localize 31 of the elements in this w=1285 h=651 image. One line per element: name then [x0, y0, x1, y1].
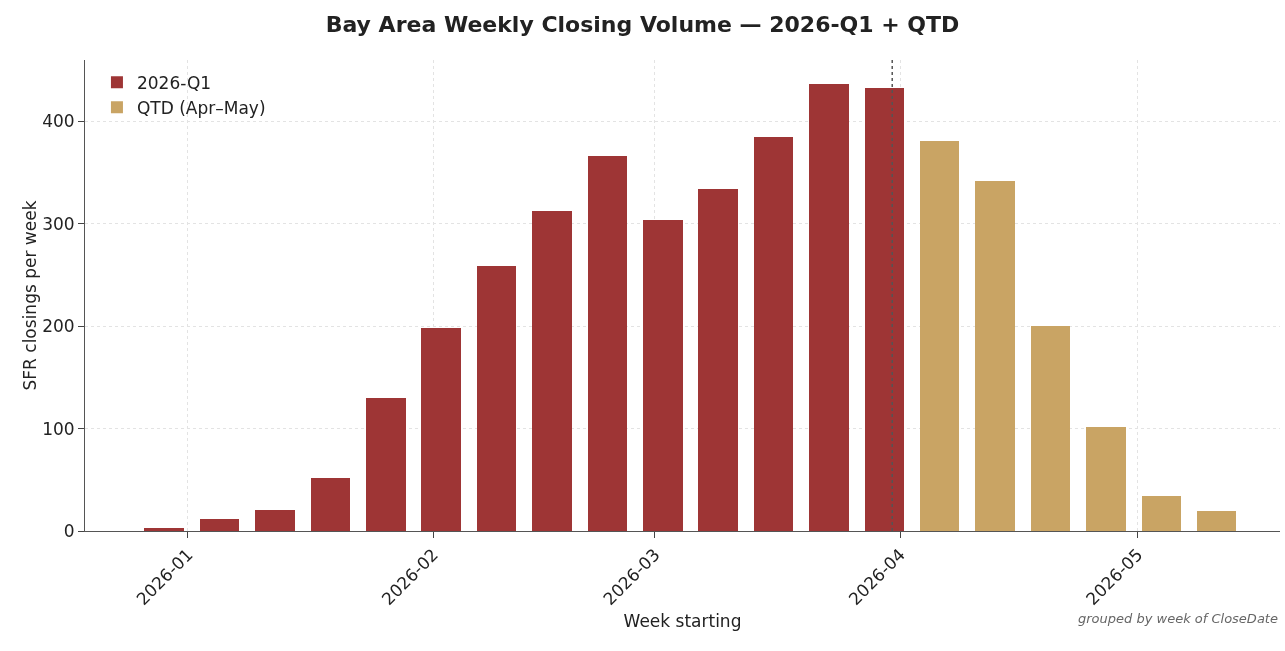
text: grouped by week of CloseDate — [1078, 611, 1278, 626]
bar — [532, 211, 572, 531]
bar — [144, 528, 184, 531]
bar — [1086, 427, 1126, 531]
bar — [588, 156, 627, 531]
bar — [311, 478, 350, 531]
bar — [754, 137, 793, 531]
bar — [1031, 326, 1070, 531]
y-tick-label: 200 — [42, 316, 75, 337]
bar — [421, 328, 461, 531]
bar — [366, 398, 406, 531]
y-axis-title: SFR closings per week — [20, 200, 41, 391]
legend-label: 2026-Q1 — [136, 72, 212, 93]
bar — [1142, 496, 1181, 531]
chart-title: Bay Area Weekly Closing Volume — 2026-Q1 + QTD — [325, 11, 960, 37]
legend-label: QTD (Apr–May) — [136, 97, 266, 118]
x-axis-title: Week starting — [623, 610, 742, 631]
bar — [809, 84, 849, 531]
bar — [975, 181, 1015, 531]
bar — [920, 141, 959, 531]
bar — [255, 510, 295, 531]
bar — [477, 266, 516, 531]
bar — [643, 220, 683, 531]
bar — [200, 519, 239, 531]
y-tick-label: 300 — [42, 213, 75, 234]
y-tick-label: 0 — [63, 520, 75, 541]
bar — [698, 189, 738, 531]
y-tick-label: 400 — [42, 111, 75, 132]
y-tick-label: 100 — [42, 418, 75, 439]
bar — [1197, 511, 1236, 531]
bar — [865, 88, 904, 531]
